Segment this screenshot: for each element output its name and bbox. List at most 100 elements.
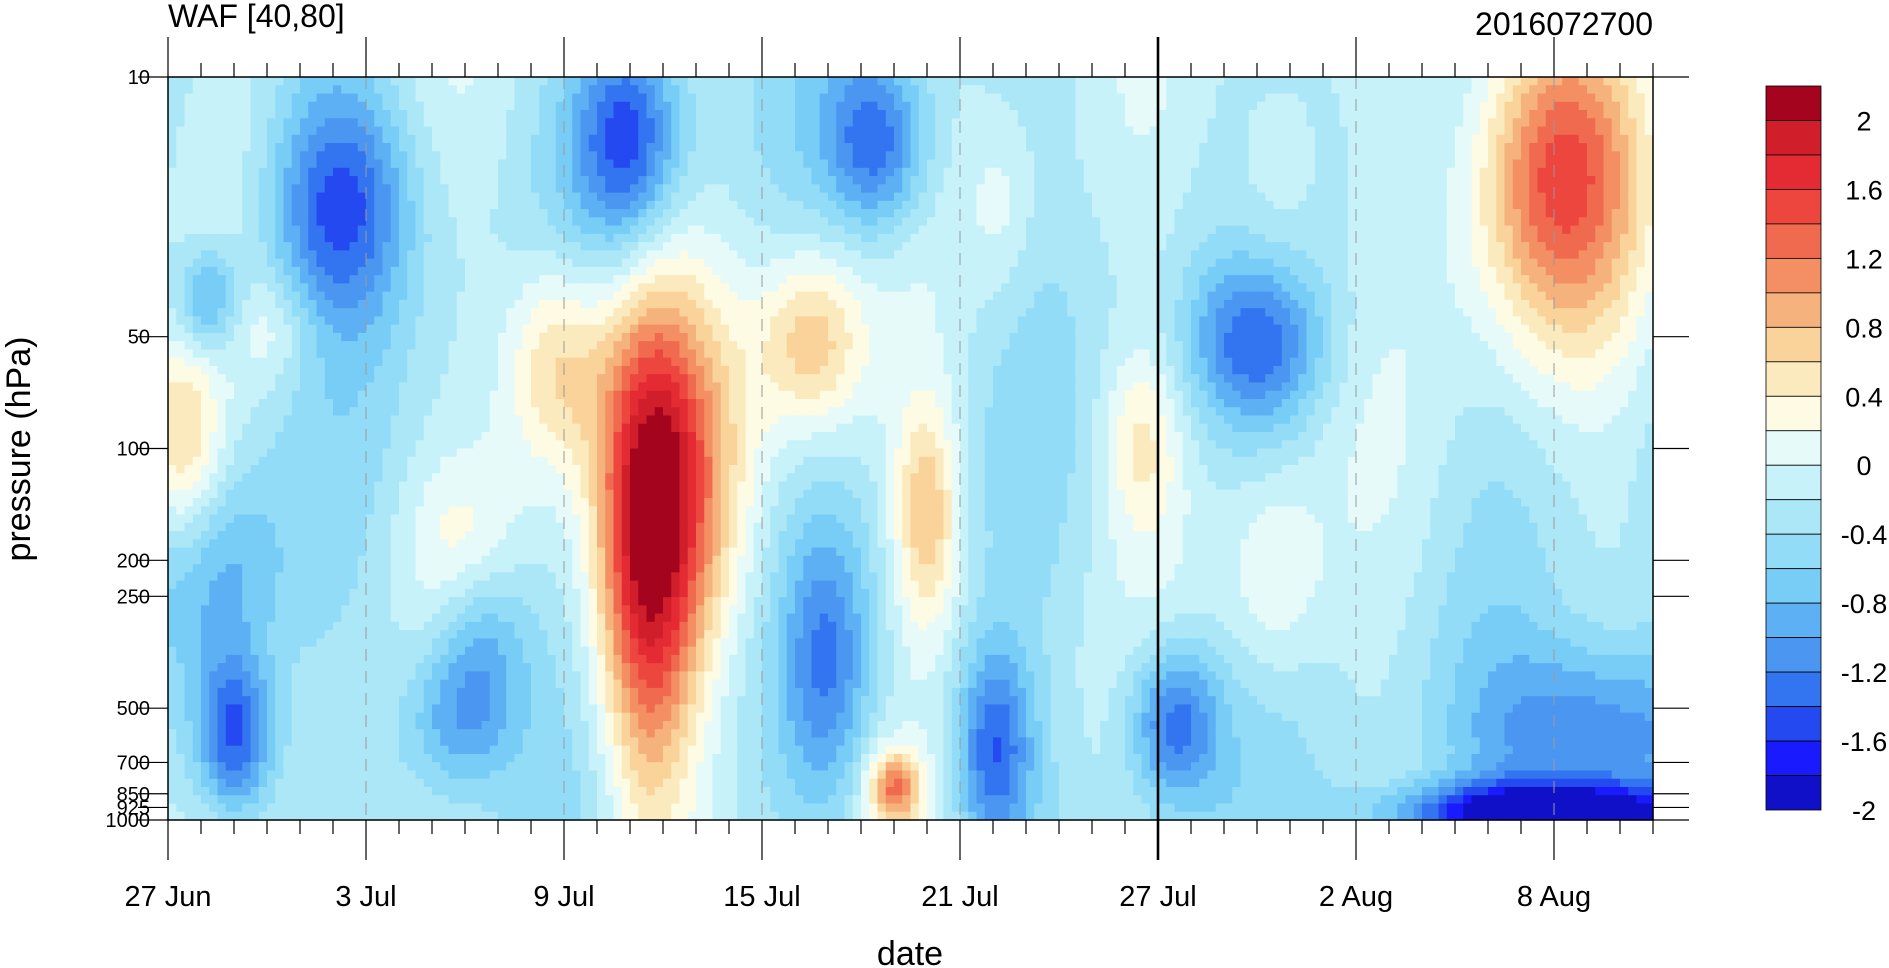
contour-cell [333,159,342,169]
contour-cell [341,811,351,821]
contour-cell [242,696,252,706]
contour-cell [324,159,334,169]
contour-cell [184,473,194,483]
contour-cell [539,778,549,788]
contour-cell [415,572,425,582]
contour-cell [605,646,615,656]
contour-cell [333,498,342,507]
contour-cell [275,522,285,532]
contour-cell [349,786,359,796]
contour-cell [267,324,276,334]
contour-cell [168,192,177,202]
contour-cell [588,547,598,557]
contour-cell [481,77,491,86]
contour-cell [209,473,219,483]
contour-cell [333,258,342,268]
contour-cell [217,233,227,243]
contour-cell [267,671,276,681]
contour-cell [605,630,615,639]
contour-cell [258,498,268,507]
contour-cell [349,506,359,516]
contour-cell [539,753,549,763]
contour-cell [423,531,433,540]
contour-cell [283,390,293,400]
contour-cell [242,291,252,301]
contour-cell [440,200,450,210]
contour-cell [514,415,524,425]
contour-cell [225,431,235,441]
contour-cell [390,795,400,805]
contour-cell [168,630,177,639]
contour-cell [390,423,400,433]
contour-cell [448,473,458,483]
contour-cell [597,498,606,507]
contour-cell [201,498,210,507]
contour-cell [407,564,417,573]
contour-cell [597,266,606,276]
contour-cell [440,250,450,260]
contour-cell [605,621,615,631]
contour-cell [225,283,235,293]
contour-cell [217,473,227,483]
contour-cell [366,580,375,590]
contour-cell [267,118,276,128]
contour-cell [539,159,549,169]
contour-cell [481,209,491,218]
contour-cell [531,638,540,648]
contour-cell [225,225,235,235]
contour-cell [572,786,582,796]
contour-cell [382,704,392,714]
contour-cell [192,786,202,796]
contour-cell [267,762,276,772]
contour-cell [349,547,359,557]
contour-cell [531,291,540,301]
contour-cell [456,613,466,623]
contour-cell [250,605,260,615]
contour-cell [489,514,499,524]
contour-cell [588,597,598,606]
contour-cell [564,415,573,425]
contour-cell [291,704,301,714]
contour-cell [481,217,491,227]
contour-cell [258,250,268,260]
contour-cell [423,663,433,672]
contour-cell [448,176,458,185]
contour-cell [522,398,532,408]
contour-cell [407,167,417,177]
contour-cell [605,374,615,384]
contour-cell [399,448,408,458]
contour-cell [473,167,483,177]
contour-cell [333,357,342,367]
contour-cell [432,531,441,540]
contour-cell [316,795,326,805]
contour-cell [539,101,549,111]
contour-cell [283,192,293,202]
contour-cell [275,126,285,136]
contour-cell [564,547,573,557]
contour-cell [621,456,631,466]
contour-cell [390,786,400,796]
contour-cell [382,679,392,689]
contour-cell [481,308,491,318]
contour-cell [192,233,202,243]
contour-cell [399,522,408,532]
contour-cell [522,737,532,747]
contour-cell [209,209,219,218]
contour-cell [357,431,367,441]
contour-cell [250,712,260,722]
contour-cell [192,431,202,441]
contour-cell [316,77,326,86]
contour-cell [547,365,557,375]
contour-cell [440,539,450,549]
contour-cell [407,498,417,507]
contour-cell [489,167,499,177]
contour-cell [498,250,507,260]
contour-cell [407,514,417,524]
contour-cell [448,382,458,392]
contour-cell [473,696,483,706]
contour-cell [357,481,367,491]
contour-cell [357,324,367,334]
contour-cell [341,374,351,384]
contour-cell [547,291,557,301]
contour-cell [465,308,474,318]
